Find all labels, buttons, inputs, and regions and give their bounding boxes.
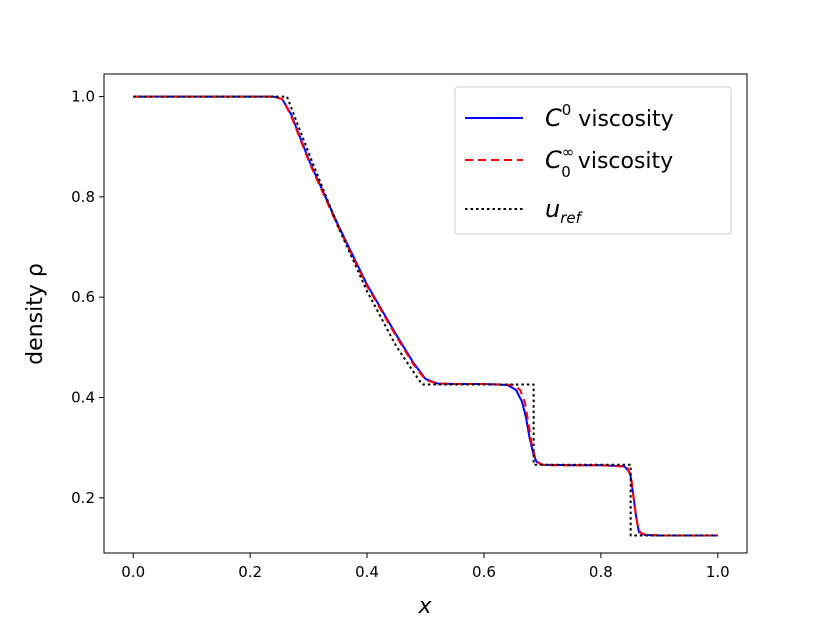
- legend-label-2: C∞ 0 viscosity: [545, 143, 673, 181]
- y-tick-label: 0.8: [71, 188, 95, 206]
- y-tick-label: 0.6: [71, 288, 95, 306]
- legend: C0 viscosity C∞ 0 viscosity uref: [454, 86, 732, 235]
- axes-ticks: 0.0 0.2 0.4 0.6 0.8 1.0 0.2 0.4 0.6 0.8 1.0: [71, 73, 748, 581]
- legend-box: [454, 86, 732, 235]
- x-tick-label: 1.0: [706, 563, 730, 581]
- x-tick-label: 0.2: [238, 563, 262, 581]
- legend-label-1: C0 viscosity: [545, 101, 674, 132]
- x-tick-label: 0.8: [589, 563, 613, 581]
- legend-label-3: uref: [545, 195, 584, 227]
- x-tick-label: 0.4: [355, 563, 379, 581]
- series-group: [133, 95, 718, 537]
- y-tick-label: 0.2: [71, 489, 95, 507]
- series-line-3: [133, 95, 718, 537]
- x-tick-label: 0.0: [121, 563, 145, 581]
- x-tick-label: 0.6: [472, 563, 496, 581]
- plot-area: [133, 95, 718, 537]
- y-axis-label: density ρ: [23, 263, 48, 365]
- axes-frame: [103, 73, 748, 554]
- y-tick-label: 0.4: [71, 389, 95, 407]
- x-axis-label: x: [417, 594, 432, 619]
- y-tick-label: 1.0: [71, 88, 95, 106]
